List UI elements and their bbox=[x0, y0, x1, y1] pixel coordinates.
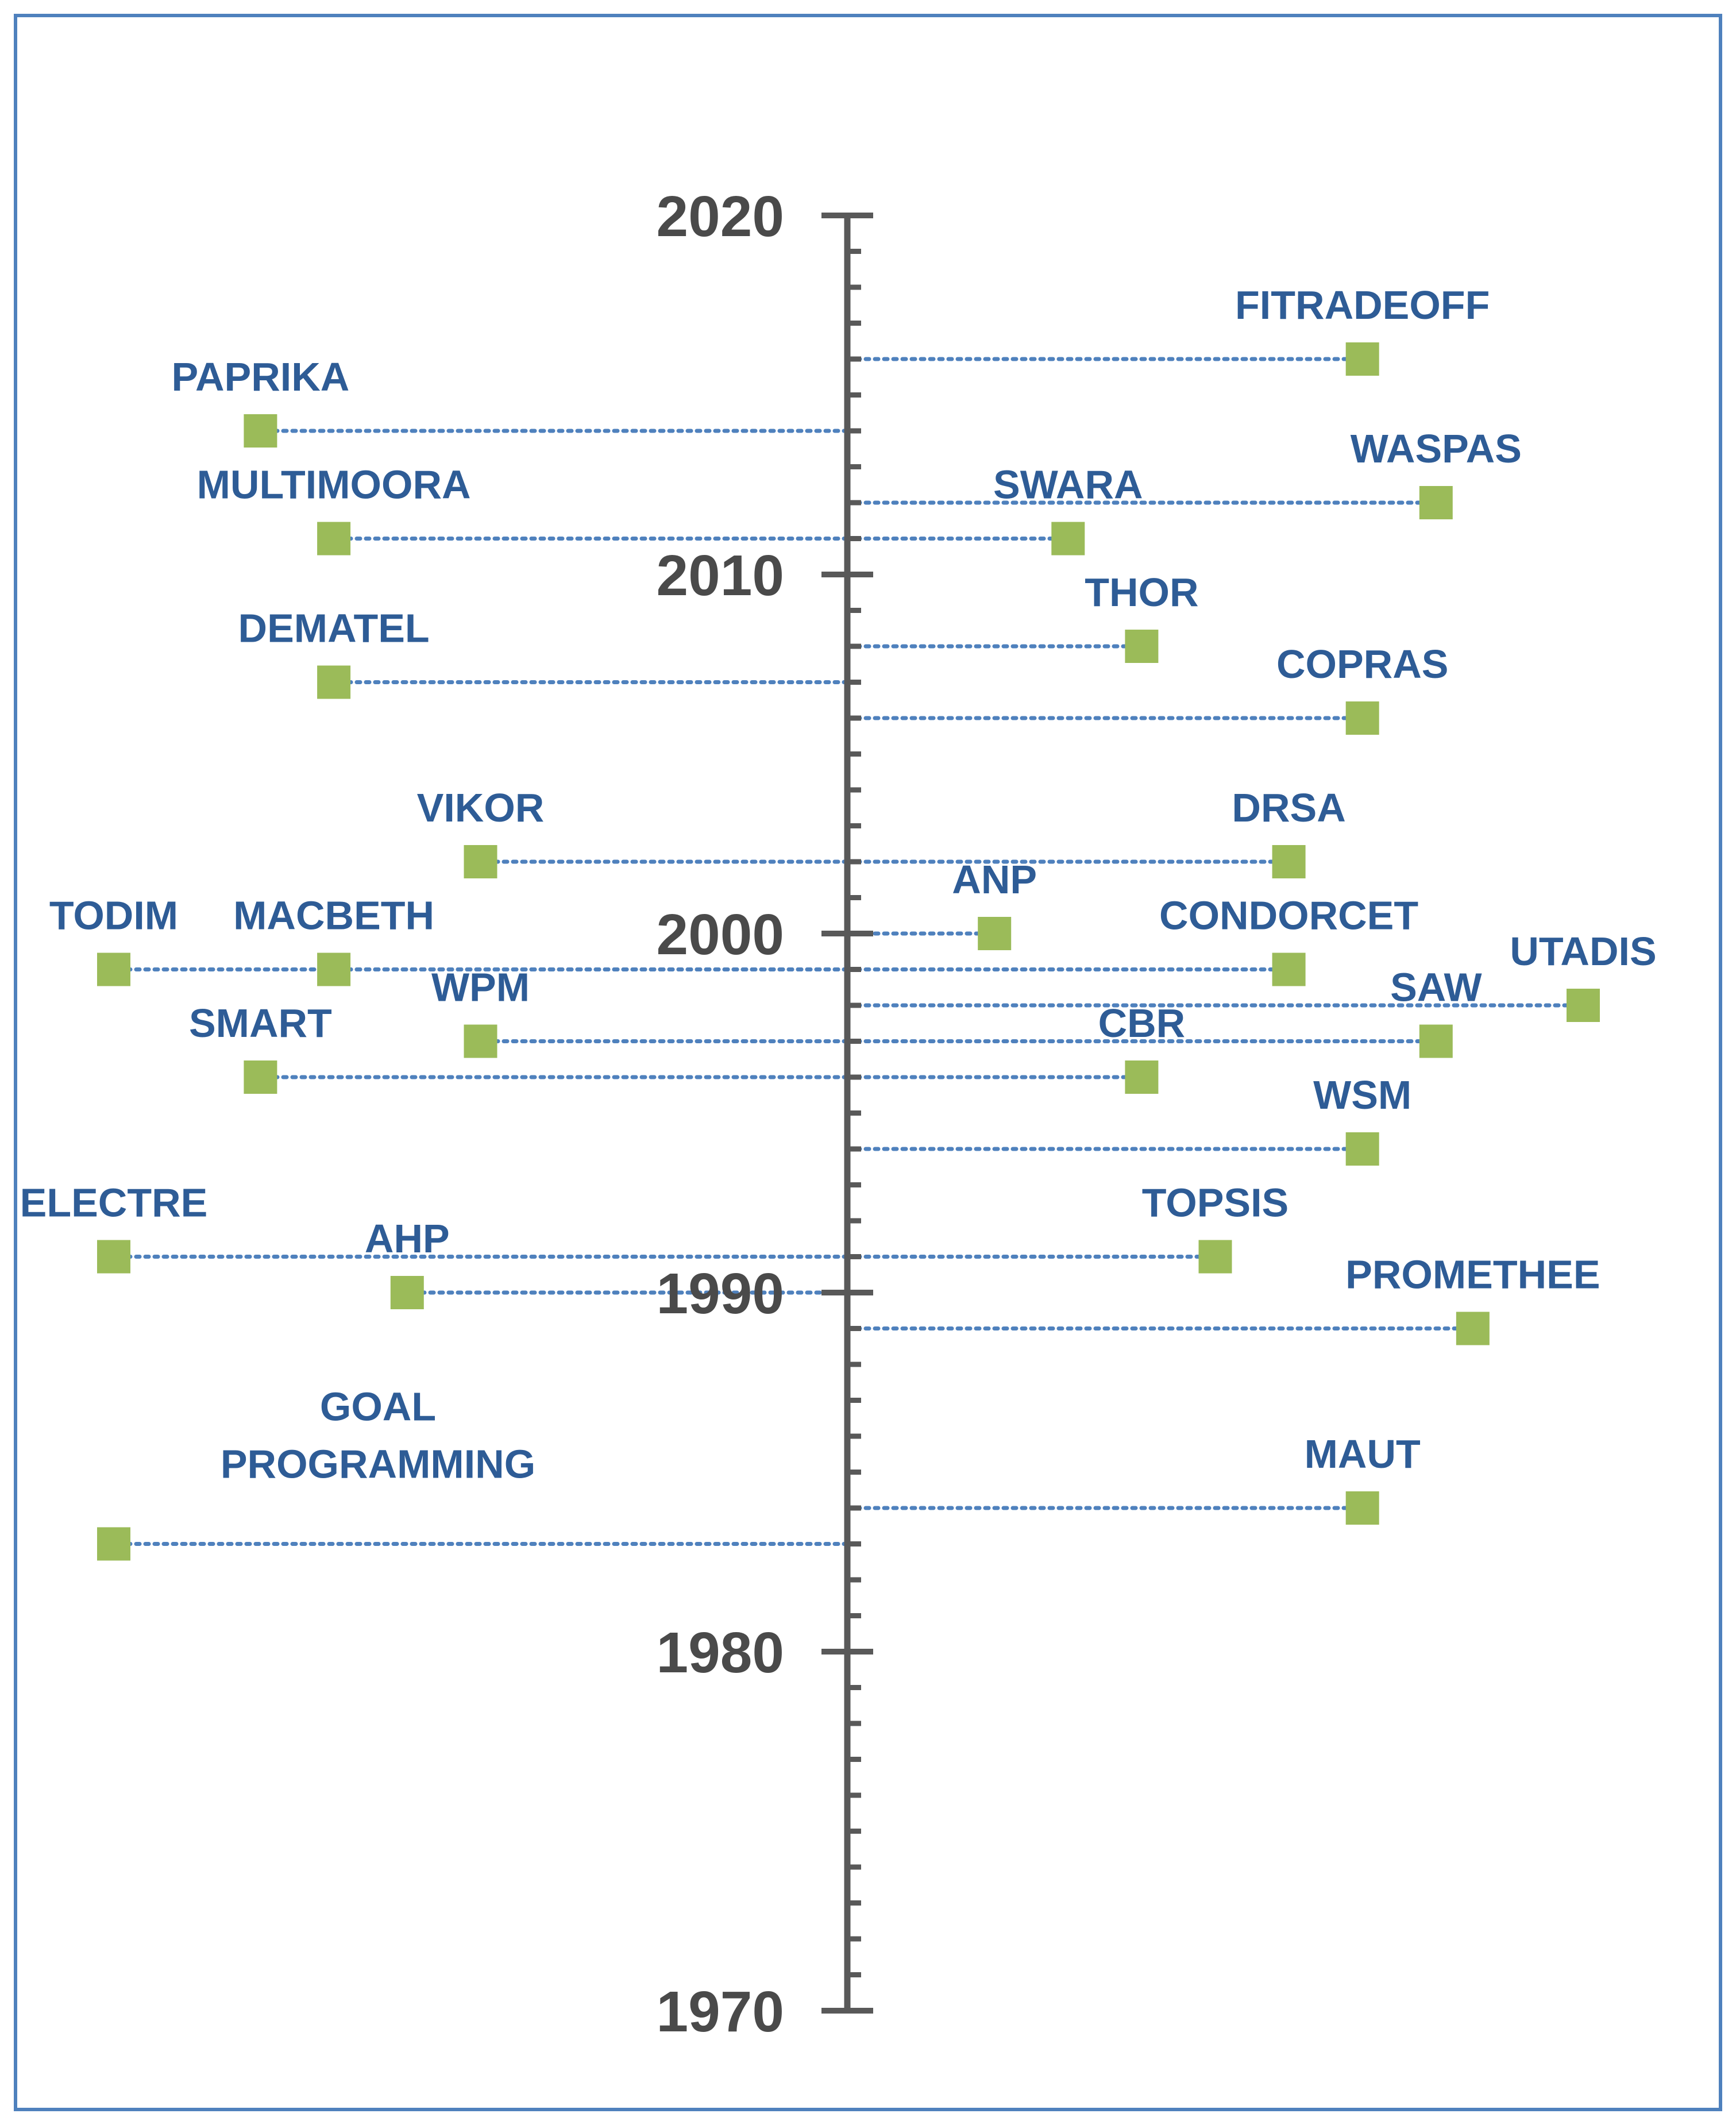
marker-anp bbox=[978, 917, 1012, 950]
marker-drsa bbox=[1272, 845, 1306, 878]
axis-tick-labels: 1970 1980 1990 2000 2010 2020 bbox=[657, 184, 784, 2044]
marker-vikor bbox=[464, 845, 497, 878]
marker-waspas bbox=[1419, 486, 1453, 519]
marker-saw bbox=[1419, 1024, 1453, 1058]
marker-electre bbox=[97, 1240, 130, 1274]
label-saw: SAW bbox=[1390, 965, 1482, 1010]
marker-wpm bbox=[464, 1024, 497, 1058]
marker-swara bbox=[1051, 522, 1085, 556]
label-macbeth: MACBETH bbox=[233, 893, 434, 938]
marker-macbeth bbox=[317, 952, 351, 986]
marker-wsm bbox=[1345, 1132, 1379, 1166]
label-wsm: WSM bbox=[1313, 1073, 1411, 1117]
label-electre: ELECTRE bbox=[20, 1181, 208, 1225]
tick-label-1990: 1990 bbox=[657, 1262, 784, 1326]
tick-label-1980: 1980 bbox=[657, 1621, 784, 1685]
tick-label-2020: 2020 bbox=[657, 184, 784, 249]
point-labels: FITRADEOFF PAPRIKA WASPAS SWARA MULTIMOORA TH… bbox=[20, 283, 1657, 1487]
marker-thor bbox=[1125, 630, 1159, 663]
label-line-goal-programming-0: GOAL bbox=[320, 1384, 436, 1429]
label-fitradeoff: FITRADEOFF bbox=[1235, 283, 1490, 327]
label-multimoora: MULTIMOORA bbox=[197, 462, 471, 507]
label-topsis: TOPSIS bbox=[1142, 1181, 1289, 1225]
tick-label-2000: 2000 bbox=[657, 903, 784, 967]
label-swara: SWARA bbox=[993, 462, 1143, 507]
marker-topsis bbox=[1198, 1240, 1232, 1274]
label-cbr: CBR bbox=[1098, 1001, 1186, 1046]
label-vikor: VIKOR bbox=[417, 785, 545, 830]
label-wpm: WPM bbox=[431, 965, 530, 1010]
marker-promethee bbox=[1456, 1312, 1490, 1345]
leader-lines bbox=[111, 357, 1585, 1546]
label-paprika: PAPRIKA bbox=[171, 354, 349, 399]
label-utadis: UTADIS bbox=[1510, 929, 1656, 974]
marker-paprika bbox=[244, 414, 277, 448]
marker-multimoora bbox=[317, 522, 351, 556]
marker-goal-programming bbox=[97, 1527, 130, 1561]
label-line-goal-programming-1: PROGRAMMING bbox=[221, 1442, 535, 1487]
label-thor: THOR bbox=[1085, 570, 1198, 615]
marker-copras bbox=[1345, 701, 1379, 735]
chart-frame bbox=[14, 14, 1722, 2111]
marker-dematel bbox=[317, 665, 351, 699]
label-ahp: AHP bbox=[365, 1216, 450, 1261]
label-waspas: WASPAS bbox=[1351, 426, 1522, 471]
marker-ahp bbox=[390, 1276, 424, 1309]
label-smart: SMART bbox=[189, 1001, 332, 1046]
label-maut: MAUT bbox=[1305, 1432, 1421, 1476]
label-condorcet: CONDORCET bbox=[1159, 893, 1418, 938]
tick-label-1970: 1970 bbox=[657, 1980, 784, 2044]
axis-ticks bbox=[821, 213, 873, 2014]
label-drsa: DRSA bbox=[1232, 785, 1345, 830]
marker-smart bbox=[244, 1060, 277, 1094]
marker-utadis bbox=[1567, 989, 1600, 1022]
point-markers bbox=[97, 342, 1600, 1561]
label-goal-programming: GOAL PROGRAMMING bbox=[221, 1384, 535, 1487]
label-dematel: DEMATEL bbox=[238, 606, 430, 651]
label-anp: ANP bbox=[952, 857, 1037, 902]
label-copras: COPRAS bbox=[1276, 642, 1448, 687]
tick-label-2010: 2010 bbox=[657, 543, 784, 608]
marker-maut bbox=[1345, 1491, 1379, 1525]
marker-fitradeoff bbox=[1345, 342, 1379, 376]
marker-todim bbox=[97, 952, 130, 986]
marker-condorcet bbox=[1272, 952, 1306, 986]
marker-cbr bbox=[1125, 1060, 1159, 1094]
label-todim: TODIM bbox=[49, 893, 178, 938]
label-promethee: PROMETHEE bbox=[1345, 1252, 1600, 1297]
